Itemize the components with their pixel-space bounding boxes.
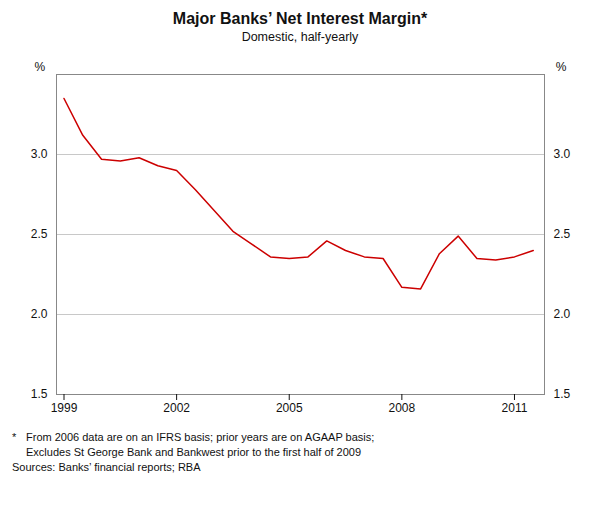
svg-text:3.0: 3.0 — [554, 147, 571, 161]
svg-text:%: % — [35, 60, 46, 74]
svg-text:2.5: 2.5 — [31, 227, 48, 241]
html-text:Sources: Banks’ financial repo: Sources: Banks’ financial reports; RBA — [12, 461, 201, 473]
svg-text:%: % — [556, 60, 567, 74]
svg-text:2.0: 2.0 — [31, 307, 48, 321]
html-text:Domestic, half-yearly: Domestic, half-yearly — [241, 30, 359, 44]
svg-text:1999: 1999 — [51, 401, 78, 415]
svg-text:2008: 2008 — [389, 401, 416, 415]
svg-text:1.5: 1.5 — [554, 387, 571, 401]
svg-text:2011: 2011 — [502, 401, 528, 415]
svg-text:2005: 2005 — [276, 401, 303, 415]
html-text:Excludes St George Bank and Ba: Excludes St George Bank and Bankwest pri… — [26, 446, 362, 458]
svg-text:2.0: 2.0 — [554, 307, 571, 321]
html-text:Major Banks’ Net Interest Marg: Major Banks’ Net Interest Margin* — [172, 10, 428, 27]
html-text:From 2006 data are on an IFRS: From 2006 data are on an IFRS basis; pri… — [26, 431, 375, 443]
svg-text:2002: 2002 — [163, 401, 190, 415]
svg-text:2.5: 2.5 — [554, 227, 571, 241]
svg-text:1.5: 1.5 — [31, 387, 48, 401]
svg-text:3.0: 3.0 — [31, 147, 48, 161]
